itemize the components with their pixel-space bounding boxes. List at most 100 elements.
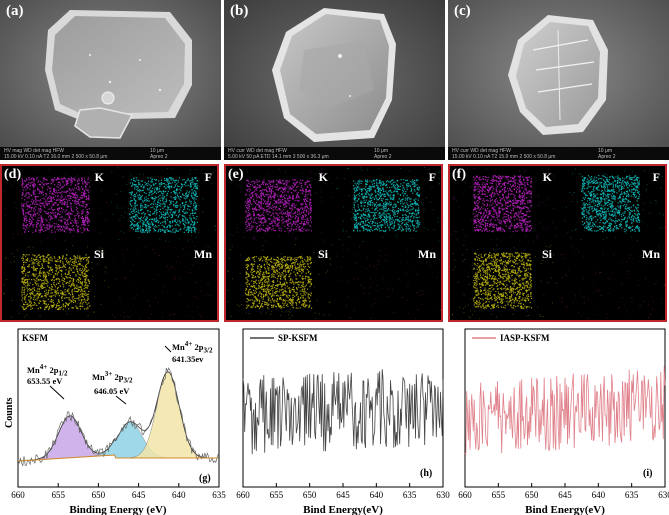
peak-arrow xyxy=(115,395,127,405)
x-tick-label: 640 xyxy=(592,490,606,500)
sem-image-a xyxy=(0,0,221,160)
eds-element-label: F xyxy=(204,170,212,184)
xps-raw-line xyxy=(17,367,219,467)
x-tick-label: 660 xyxy=(458,490,472,500)
eds-map-dots xyxy=(3,245,109,319)
eds-map-dots xyxy=(111,244,217,319)
sem-info-row2-a: 15.00 kV 0.10 nA T2 16.0 mm 2 500 x 50.8… xyxy=(4,154,108,160)
x-tick-label: 655 xyxy=(270,490,284,500)
sem-panel-c: (c) HV curr WD det mag HFW 15.00 kV 0.10… xyxy=(448,0,669,160)
eds-map-k: K xyxy=(227,167,333,242)
xps-envelope-line xyxy=(17,371,219,462)
x-tick-label: 630 xyxy=(658,490,669,500)
eds-element-label: F xyxy=(652,170,660,184)
sem-panel-a: (a) HV mag WD det mag HFW 15.00 kV 0.10 … xyxy=(0,0,221,160)
sem-info-bar-a: HV mag WD det mag HFW 15.00 kV 0.10 nA T… xyxy=(0,147,221,160)
sem-info-row1-b: HV curr WD det mag HFW xyxy=(228,148,287,154)
sem-scale-c: 10 μm xyxy=(598,148,612,154)
eds-map-mn: Mn xyxy=(111,244,217,319)
eds-map-mn: Mn xyxy=(559,244,665,319)
peak-value: 653.55 eV xyxy=(27,376,63,386)
eds-element-label: Si xyxy=(541,247,552,261)
xps-background-line xyxy=(17,454,219,462)
xps-fit-peak xyxy=(29,415,111,461)
xps-plot-g: 660 655 650 645 640 635 KSFM Counts Binding E… xyxy=(4,328,226,515)
eds-map-f: F xyxy=(111,167,217,242)
eds-map-dots xyxy=(3,167,109,242)
eds-panel-letter: (e) xyxy=(228,167,244,182)
x-tick-label: 655 xyxy=(51,490,65,500)
eds-map-si: Si xyxy=(451,244,557,319)
eds-map-f: F xyxy=(559,167,665,242)
xps-title: KSFM xyxy=(22,333,49,343)
peak-arrow xyxy=(164,345,172,353)
eds-element-label: K xyxy=(542,170,552,184)
eds-map-k: K xyxy=(3,167,109,242)
legend-label-i: IASP-KSFM xyxy=(500,333,550,343)
sem-info-bar-b: HV curr WD det mag HFW 5.00 kV 50 pA ETD… xyxy=(224,147,445,160)
x-tick-label: 645 xyxy=(132,490,146,500)
x-tick-label: 640 xyxy=(172,490,186,500)
spectrum-plot-i: IASP-KSFM 660 655 650 645 640 635 630 Bind Ene… xyxy=(458,328,669,515)
eds-map-dots xyxy=(335,244,441,319)
x-tick-label: 650 xyxy=(303,490,317,500)
sp-ksfm-line xyxy=(242,369,444,455)
x-tick-label: 635 xyxy=(625,490,639,500)
eds-element-label: F xyxy=(428,170,436,184)
x-axis-label-i: Bind Energy(eV) xyxy=(525,504,605,515)
x-tick-label: 660 xyxy=(236,490,250,500)
x-tick-label: 645 xyxy=(558,490,572,500)
sem-info-bar-c: HV curr WD det mag HFW 15.00 kV 0.10 nA … xyxy=(448,147,669,160)
sem-info-row1-c: HV curr WD det mag HFW xyxy=(452,148,511,154)
x-tick-label: 655 xyxy=(492,490,506,500)
peak-value: 641.35ev xyxy=(172,354,204,364)
eds-map-f: F xyxy=(335,167,441,242)
y-axis-label-g: Counts xyxy=(4,397,15,428)
sem-info-row2-b: 5.00 kV 50 pA ETD 14.1 mm 3 500 x 36.3 μ… xyxy=(228,154,329,160)
eds-element-label: Si xyxy=(93,247,104,261)
sem-info-row2-c: 15.00 kV 0.10 nA T2 15.9 mm 2 500 x 50.8… xyxy=(452,154,556,160)
eds-map-dots xyxy=(336,167,441,242)
x-axis-label-g: Binding Energy (eV) xyxy=(69,504,167,515)
x-axis-label-h: Bind Energy(eV) xyxy=(303,504,383,515)
eds-element-label: Mn xyxy=(418,247,436,261)
panel-label-b: (b) xyxy=(230,3,249,19)
panel-label-c: (c) xyxy=(454,3,471,19)
panel-label-a: (a) xyxy=(6,3,24,19)
plot-frame-g xyxy=(17,328,220,488)
spectrum-plot-h: SP-KSFM 660 655 650 645 640 635 630 Bind Energ… xyxy=(236,328,450,515)
peak-value: 646.05 eV xyxy=(94,386,130,396)
sem-scale-b: 10 μm xyxy=(374,148,388,154)
spectra-row: 660 655 650 645 640 635 KSFM Counts Binding E… xyxy=(4,328,669,515)
sem-info-row1-a: HV mag WD det mag HFW xyxy=(4,148,65,154)
peak-label: Mn3+ 2p3/2 xyxy=(92,370,132,384)
x-tick-label: 645 xyxy=(336,490,350,500)
eds-element-label: Mn xyxy=(194,247,212,261)
x-tick-label: 660 xyxy=(11,490,25,500)
sem-apreo-b: Apreo 2 xyxy=(374,154,392,160)
sem-scale-a: 10 μm xyxy=(150,148,164,154)
eds-element-label: Si xyxy=(317,247,328,261)
eds-map-si: Si xyxy=(3,244,109,319)
eds-map-dots xyxy=(564,168,665,241)
eds-map-dots xyxy=(451,244,557,319)
x-tick-label: 640 xyxy=(370,490,384,500)
x-tick-label: 630 xyxy=(436,490,450,500)
eds-map-dots xyxy=(451,168,557,242)
eds-panel-letter: (f) xyxy=(452,167,466,182)
x-tick-label: 650 xyxy=(525,490,539,500)
eds-map-si: Si xyxy=(227,244,333,319)
peak-arrow xyxy=(49,385,65,400)
sem-image-b xyxy=(224,0,445,160)
eds-map-dots xyxy=(559,244,665,319)
sem-image-c xyxy=(448,0,669,160)
eds-map-dots xyxy=(228,167,333,242)
sem-panel-b: (b) HV curr WD det mag HFW 5.00 kV 50 pA… xyxy=(224,0,445,160)
x-tick-label: 650 xyxy=(92,490,106,500)
peak-label: Mn4+ 2p3/2 xyxy=(172,340,212,354)
panel-letter-h: (h) xyxy=(420,468,432,479)
eds-element-label: K xyxy=(94,170,104,184)
sem-apreo-c: Apreo 2 xyxy=(598,154,616,160)
eds-map-k: K xyxy=(451,167,557,242)
sem-apreo-a: Apreo 2 xyxy=(150,154,168,160)
